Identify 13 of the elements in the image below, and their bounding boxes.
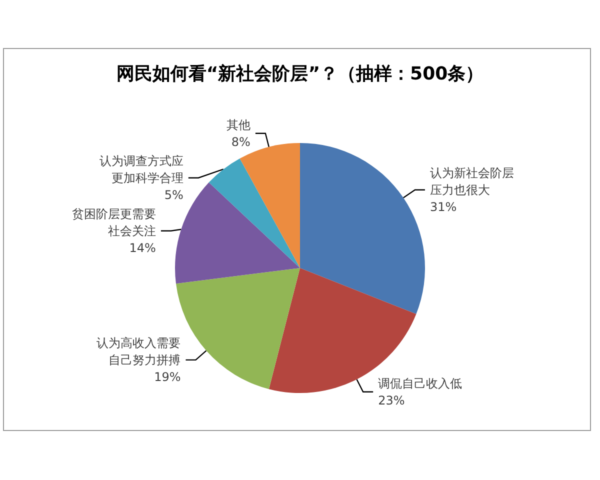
data-label: 31%: [430, 200, 457, 214]
slice-label: 贫困阶层更需要社会关注: [72, 206, 156, 238]
slice-label: 其他: [226, 118, 250, 132]
slice-label: 认为高收入需要自己努力拼搏: [96, 336, 181, 367]
slice-label: 认为调查方式应更加科学合理: [99, 154, 184, 185]
slice-label: 认为新社会阶层压力也很大: [430, 166, 514, 197]
data-label: 14%: [129, 240, 156, 255]
data-label: 19%: [154, 370, 181, 384]
slice-label: 调侃自己收入低: [378, 376, 462, 390]
data-label: 5%: [164, 188, 184, 202]
data-label: 8%: [231, 134, 250, 149]
chart-title: 网民如何看“新社会阶层”？（抽样：500条）: [116, 64, 484, 84]
data-label: 23%: [378, 393, 405, 408]
